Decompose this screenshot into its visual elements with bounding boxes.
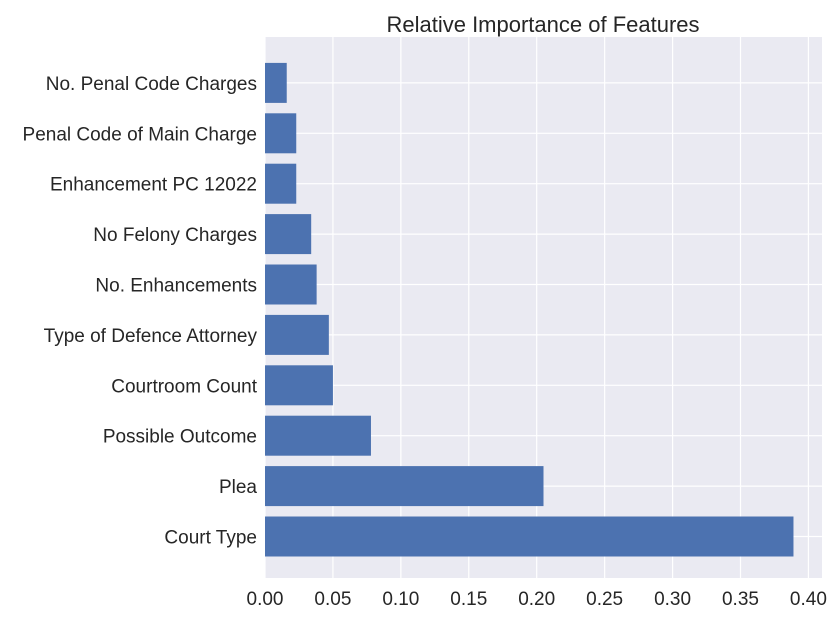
category-label: Type of Defence Attorney — [44, 326, 258, 347]
bar — [265, 415, 371, 456]
x-tick-label: 0.30 — [654, 589, 691, 610]
category-label: No Felony Charges — [93, 225, 257, 246]
bar — [265, 62, 287, 103]
x-tick-label: 0.20 — [518, 589, 555, 610]
bar — [265, 214, 312, 255]
bar — [265, 365, 333, 406]
bars — [265, 62, 794, 557]
category-label: No. Enhancements — [95, 276, 257, 297]
x-tick-label: 0.15 — [450, 589, 487, 610]
x-tick-label: 0.00 — [247, 589, 284, 610]
category-label: Enhancement PC 12022 — [50, 175, 257, 196]
bar — [265, 113, 297, 154]
bar — [265, 264, 317, 305]
category-label: No. Penal Code Charges — [46, 74, 257, 95]
chart-title: Relative Importance of Features — [386, 12, 699, 37]
x-tick-label: 0.25 — [586, 589, 623, 610]
x-tick-label: 0.35 — [722, 589, 759, 610]
bar — [265, 466, 544, 507]
bar — [265, 163, 297, 204]
x-tick-label: 0.10 — [382, 589, 419, 610]
x-tick-label: 0.40 — [790, 589, 827, 610]
category-label: Possible Outcome — [103, 427, 257, 448]
category-labels: Court Type Plea Possible Outcome Courtroom … — [23, 74, 258, 549]
category-label: Courtroom Count — [111, 376, 257, 397]
category-label: Court Type — [164, 528, 257, 549]
bar — [265, 516, 794, 557]
x-tick-label: 0.05 — [314, 589, 351, 610]
bar — [265, 314, 329, 355]
x-tick-labels: 0.00 0.05 0.10 0.15 0.20 0.25 0.30 0.35 0.40 — [247, 589, 827, 610]
category-label: Plea — [219, 477, 257, 498]
category-label: Penal Code of Main Charge — [23, 124, 257, 145]
